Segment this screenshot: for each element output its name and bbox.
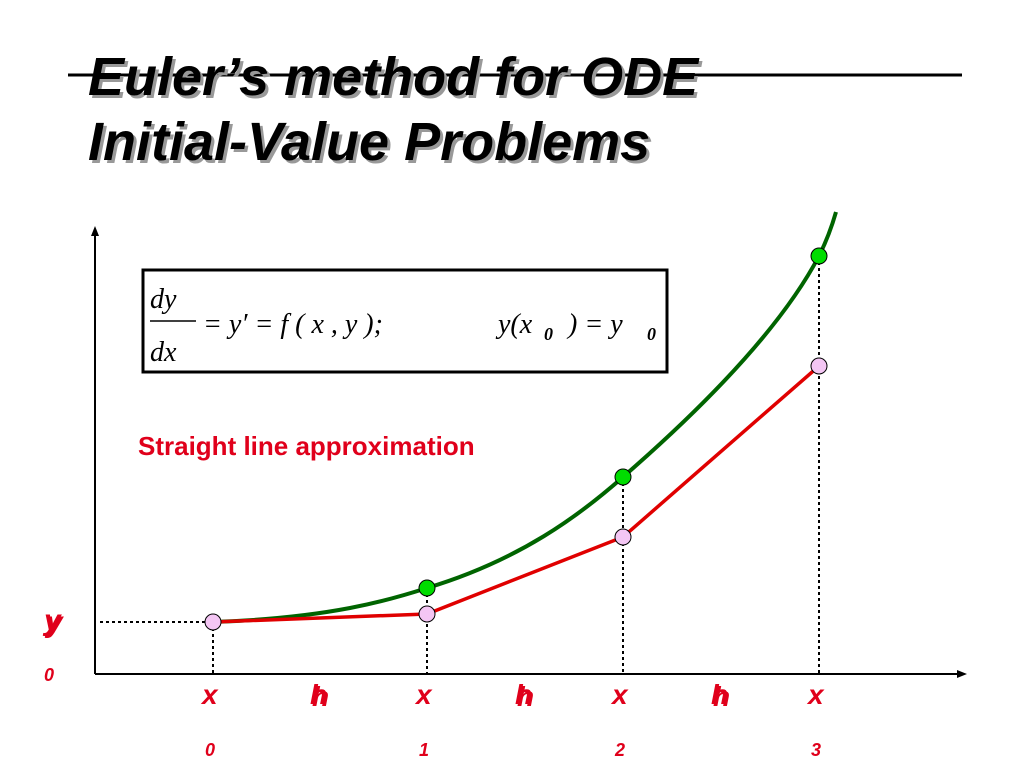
y-label-shadow: y [44, 606, 64, 639]
step-label: h [515, 679, 532, 710]
x-label: x [200, 679, 219, 710]
y-label: y [42, 604, 62, 637]
initial-rhs-sub: 0 [647, 324, 656, 344]
equation-rhs: = y′ = f ( x , y ); [203, 309, 383, 340]
annotation: Straight line approximation [138, 431, 475, 461]
step-label: h [711, 679, 728, 710]
y-arrow [91, 226, 99, 236]
x-label-sub: 2 [614, 740, 625, 760]
denominator: dx [150, 337, 177, 368]
x-label-sub: 0 [205, 740, 215, 760]
x-label: x [414, 679, 433, 710]
title-shadow: Initial-Value Problems [91, 115, 653, 175]
step-label-shadow: h [713, 681, 730, 712]
initial-rhs: ) = y [566, 309, 623, 340]
step-label: h [310, 679, 327, 710]
y-label-sub: 0 [44, 665, 54, 685]
points [204, 247, 828, 631]
x-label: x [610, 679, 629, 710]
step-label-shadow: h [517, 681, 534, 712]
step-label-shadow: h [312, 681, 329, 712]
equation-box [141, 268, 669, 374]
title: Euler’s method for ODE [88, 47, 700, 107]
x-label-sub: 1 [419, 740, 429, 760]
x-arrow [957, 670, 967, 678]
euler-line [212, 364, 821, 624]
guides [100, 256, 820, 674]
x-label: x [806, 679, 825, 710]
title: Initial-Value Problems [88, 112, 650, 172]
numerator: dy [150, 284, 177, 315]
initial: y(x [495, 309, 533, 340]
x-label-sub: 3 [811, 740, 821, 760]
initial-sub: 0 [544, 324, 553, 344]
title-shadow: Euler’s method for ODE [91, 50, 703, 110]
